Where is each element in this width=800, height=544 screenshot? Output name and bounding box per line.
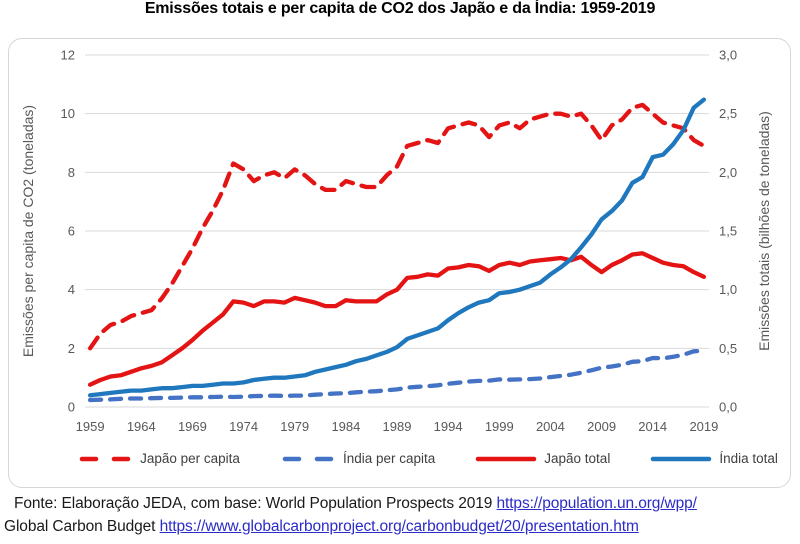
legend-item-india-total: Índia total — [650, 451, 778, 466]
y-left-tick-label: 0 — [68, 400, 75, 415]
series-line-india-per-capita — [87, 348, 707, 403]
x-tick-label: 1989 — [383, 419, 412, 434]
series-line-japao-total — [87, 251, 707, 387]
y-right-tick-label: 1,0 — [719, 282, 737, 297]
chart-title: Emissões totais e per capita de CO2 dos … — [144, 0, 656, 17]
footer-source: Fonte: Elaboração JEDA, com base: World … — [0, 492, 800, 538]
y-right-tick-label: 0,5 — [719, 341, 737, 356]
footer-gcb-text: Global Carbon Budget — [4, 518, 160, 535]
chart-legend: Japão per capita Índia per capita Japão … — [9, 451, 790, 466]
legend-label-japao-total: Japão total — [544, 451, 611, 466]
y-left-tick-label: 8 — [68, 165, 75, 180]
x-tick-labels: 1959 1964 1969 1974 1979 1984 1989 1994 1999 2004… — [76, 419, 719, 434]
y-right-tick-label: 2,5 — [719, 106, 737, 121]
x-tick-label: 1994 — [434, 419, 463, 434]
legend-sample-india-per-capita-icon — [282, 456, 334, 461]
plot-svg: 0 2 4 6 8 10 12 0,0 0,5 1,0 1,5 2,0 2,5 3,0 1959 1964… — [20, 48, 772, 435]
series-line-japao-per-capita — [87, 102, 707, 351]
footer-link-carbonbudget[interactable]: https://www.globalcarbonproject.org/carb… — [159, 518, 639, 535]
footer-line-1: Fonte: Elaboração JEDA, com base: World … — [0, 492, 800, 515]
x-tick-label: 2004 — [536, 419, 565, 434]
y-left-tick-label: 10 — [61, 106, 75, 121]
y-left-tick-label: 4 — [68, 282, 75, 297]
legend-label-japao-per-capita: Japão per capita — [140, 451, 240, 466]
x-tick-label: 2009 — [587, 419, 616, 434]
y-right-tick-label: 3,0 — [719, 48, 737, 63]
x-tick-label: 1974 — [229, 419, 258, 434]
series-line-india-total — [87, 97, 707, 398]
legend-item-japao-total: Japão total — [475, 451, 610, 466]
y-left-tick-label: 6 — [68, 224, 75, 239]
legend-label-india-total: Índia total — [719, 451, 778, 466]
y-right-axis-title: Emissões totais (bilhões de toneladas) — [756, 111, 772, 351]
y-right-tick-labels: 0,0 0,5 1,0 1,5 2,0 2,5 3,0 — [719, 48, 737, 415]
footer-line-2: Global Carbon Budget https://www.globalc… — [0, 515, 800, 538]
y-left-tick-labels: 0 2 4 6 8 10 12 — [61, 48, 75, 415]
x-tick-label: 1999 — [485, 419, 514, 434]
series-lines — [87, 97, 707, 403]
x-tick-label: 1964 — [127, 419, 156, 434]
legend-item-india-per-capita: Índia per capita — [280, 451, 435, 466]
x-tick-label: 2014 — [638, 419, 667, 434]
chart-card: 0 2 4 6 8 10 12 0,0 0,5 1,0 1,5 2,0 2,5 3,0 1959 1964… — [8, 38, 791, 488]
legend-sample-japao-total-icon — [476, 456, 537, 461]
y-right-tick-label: 1,5 — [719, 224, 737, 239]
x-tick-label: 2019 — [689, 419, 718, 434]
x-tick-label: 1979 — [280, 419, 309, 434]
x-tick-label: 1959 — [76, 419, 105, 434]
legend-label-india-per-capita: Índia per capita — [342, 451, 436, 466]
footer-link-wpp[interactable]: https://population.un.org/wpp/ — [496, 495, 697, 512]
legend-item-japao-per-capita: Japão per capita — [77, 451, 240, 466]
y-right-tick-label: 2,0 — [719, 165, 737, 180]
y-right-tick-label: 0,0 — [719, 400, 737, 415]
gridlines — [85, 54, 709, 408]
legend-sample-japao-per-capita-icon — [79, 456, 131, 461]
y-left-tick-label: 2 — [68, 341, 75, 356]
x-tick-label: 1984 — [331, 419, 360, 434]
x-tick-label: 1969 — [178, 419, 207, 434]
y-left-tick-label: 12 — [61, 48, 75, 63]
footer-source-text: Fonte: Elaboração JEDA, com base: World … — [14, 495, 497, 512]
y-left-axis-title: Emissões per capita de CO2 (toneladas) — [20, 105, 36, 357]
legend-sample-india-total-icon — [651, 456, 712, 461]
